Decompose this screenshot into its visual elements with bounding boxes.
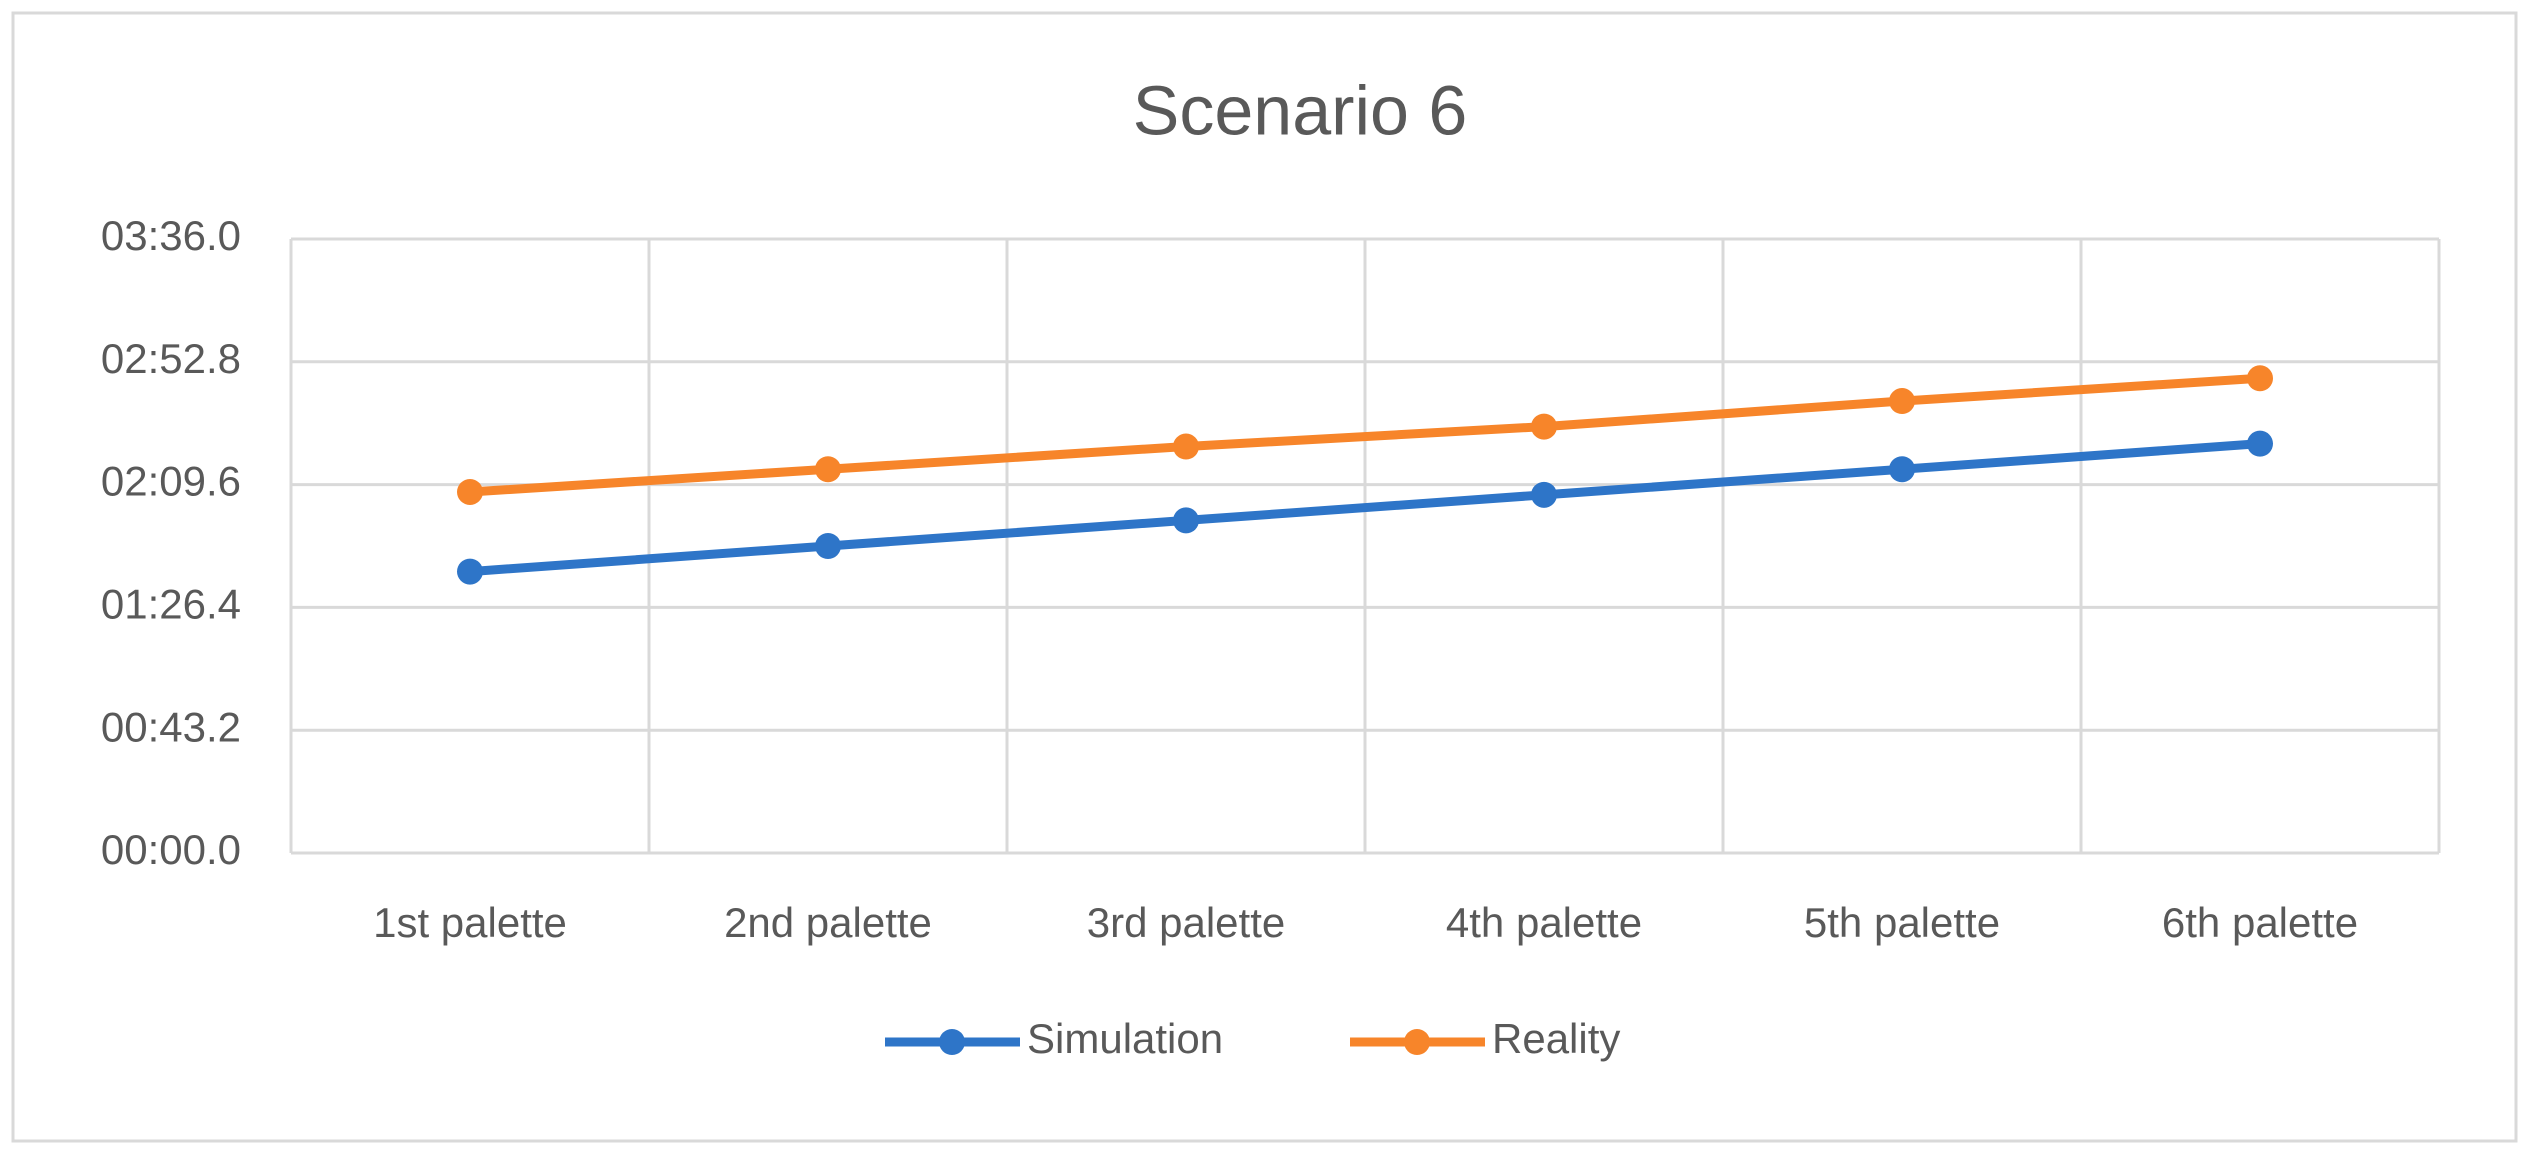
point [815, 456, 841, 483]
x-tick-label: 3rd palette [1087, 899, 1285, 946]
point [1531, 481, 1557, 508]
chart-title: Scenario 6 [1133, 71, 1468, 149]
point [1531, 413, 1557, 440]
legend-label: Simulation [1027, 1015, 1223, 1062]
y-tick-label: 00:00.0 [101, 826, 241, 873]
point [457, 558, 483, 585]
point [457, 478, 483, 505]
point [2247, 430, 2273, 457]
point [1889, 456, 1915, 483]
legend-label: Reality [1492, 1015, 1620, 1062]
point [815, 533, 841, 559]
x-tick-label: 1st palette [373, 899, 567, 946]
chart-border [11, 11, 2518, 1143]
y-tick-label: 00:43.2 [101, 703, 241, 750]
legend-marker [939, 1029, 965, 1055]
point [1173, 433, 1199, 460]
series-line [469, 373, 2261, 497]
y-tick-label: 02:09.6 [101, 458, 241, 505]
point [1889, 388, 1915, 415]
point [2247, 365, 2273, 392]
x-tick-label: 5th palette [1804, 899, 2000, 946]
x-tick-label: 6th palette [2162, 899, 2358, 946]
point [1173, 507, 1199, 534]
x-tick-label: 2nd palette [724, 899, 932, 946]
series-line [469, 439, 2261, 577]
legend-marker [1404, 1029, 1430, 1055]
y-tick-label: 01:26.4 [101, 580, 241, 627]
y-tick-label: 02:52.8 [101, 335, 241, 382]
x-tick-label: 4th palette [1446, 899, 1642, 946]
y-tick-label: 03:36.0 [101, 212, 241, 259]
